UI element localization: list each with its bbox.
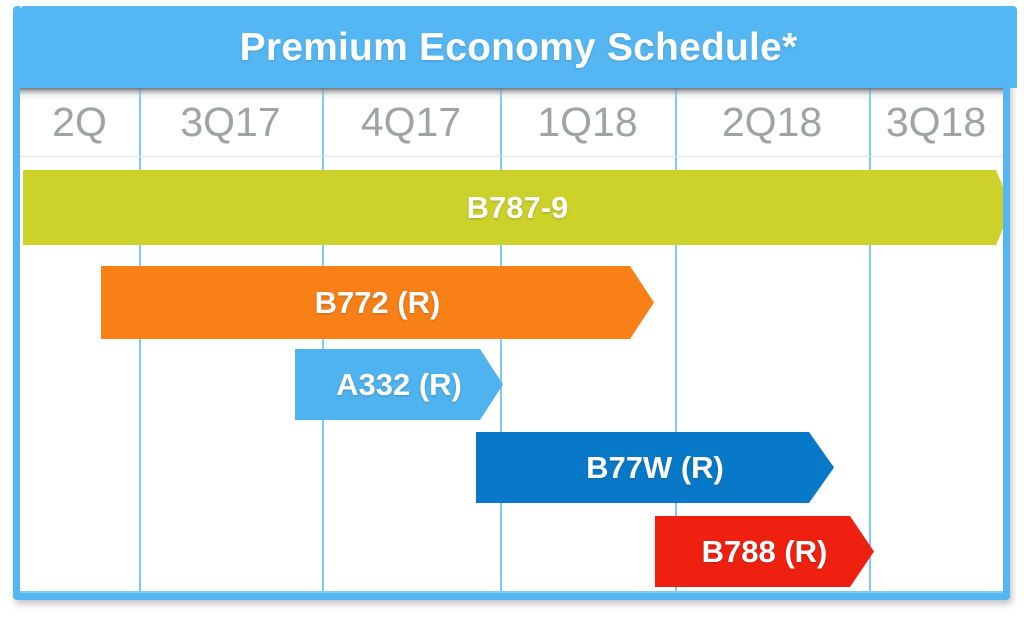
column-header-1q18[interactable]: 1Q18 xyxy=(500,88,675,156)
column-divider-4 xyxy=(869,88,871,593)
schedule-bar-b772-r[interactable]: B772 (R) xyxy=(101,266,654,339)
column-header-2q18[interactable]: 2Q18 xyxy=(675,88,869,156)
schedule-bar-label: B772 (R) xyxy=(314,285,441,320)
column-header-4q17[interactable]: 4Q17 xyxy=(322,88,500,156)
footer-rule xyxy=(20,591,1003,593)
page-title: Premium Economy Schedule* xyxy=(239,25,798,69)
header-rule xyxy=(20,156,1003,157)
schedule-bar-label: B77W (R) xyxy=(586,450,724,485)
column-header-3q18[interactable]: 3Q18 xyxy=(869,88,1003,156)
column-divider-2 xyxy=(500,88,502,593)
column-divider-1 xyxy=(322,88,324,593)
schedule-bar-b77w-r[interactable]: B77W (R) xyxy=(476,432,834,503)
column-divider-0 xyxy=(139,88,141,593)
column-header-label: 3Q18 xyxy=(885,98,987,145)
schedule-bar-label: B788 (R) xyxy=(701,534,828,569)
schedule-bar-label: A332 (R) xyxy=(336,367,462,402)
column-header-2q[interactable]: 2Q xyxy=(20,88,139,156)
schedule-card: Premium Economy Schedule* 2Q 3Q17 4Q17 1Q18… xyxy=(13,6,1017,600)
column-header-label: 3Q17 xyxy=(180,98,281,145)
schedule-bar-b787-9[interactable]: B787-9 xyxy=(23,170,1003,245)
column-header-label: 2Q18 xyxy=(721,98,823,145)
title-bar: Premium Economy Schedule* xyxy=(20,6,1017,88)
schedule-bar-label: B787-9 xyxy=(466,190,569,225)
column-header-3q17[interactable]: 3Q17 xyxy=(139,88,322,156)
column-header-label: 2Q xyxy=(52,98,107,145)
schedule-grid: 2Q 3Q17 4Q17 1Q18 2Q18 3Q18 B787-9 B772 (R) A33… xyxy=(20,88,1003,593)
column-header-label: 4Q17 xyxy=(360,98,462,145)
schedule-bar-a332-r[interactable]: A332 (R) xyxy=(295,349,503,420)
schedule-bar-b788-r[interactable]: B788 (R) xyxy=(655,516,874,587)
column-header-label: 1Q18 xyxy=(537,98,638,145)
column-divider-3 xyxy=(675,88,677,593)
